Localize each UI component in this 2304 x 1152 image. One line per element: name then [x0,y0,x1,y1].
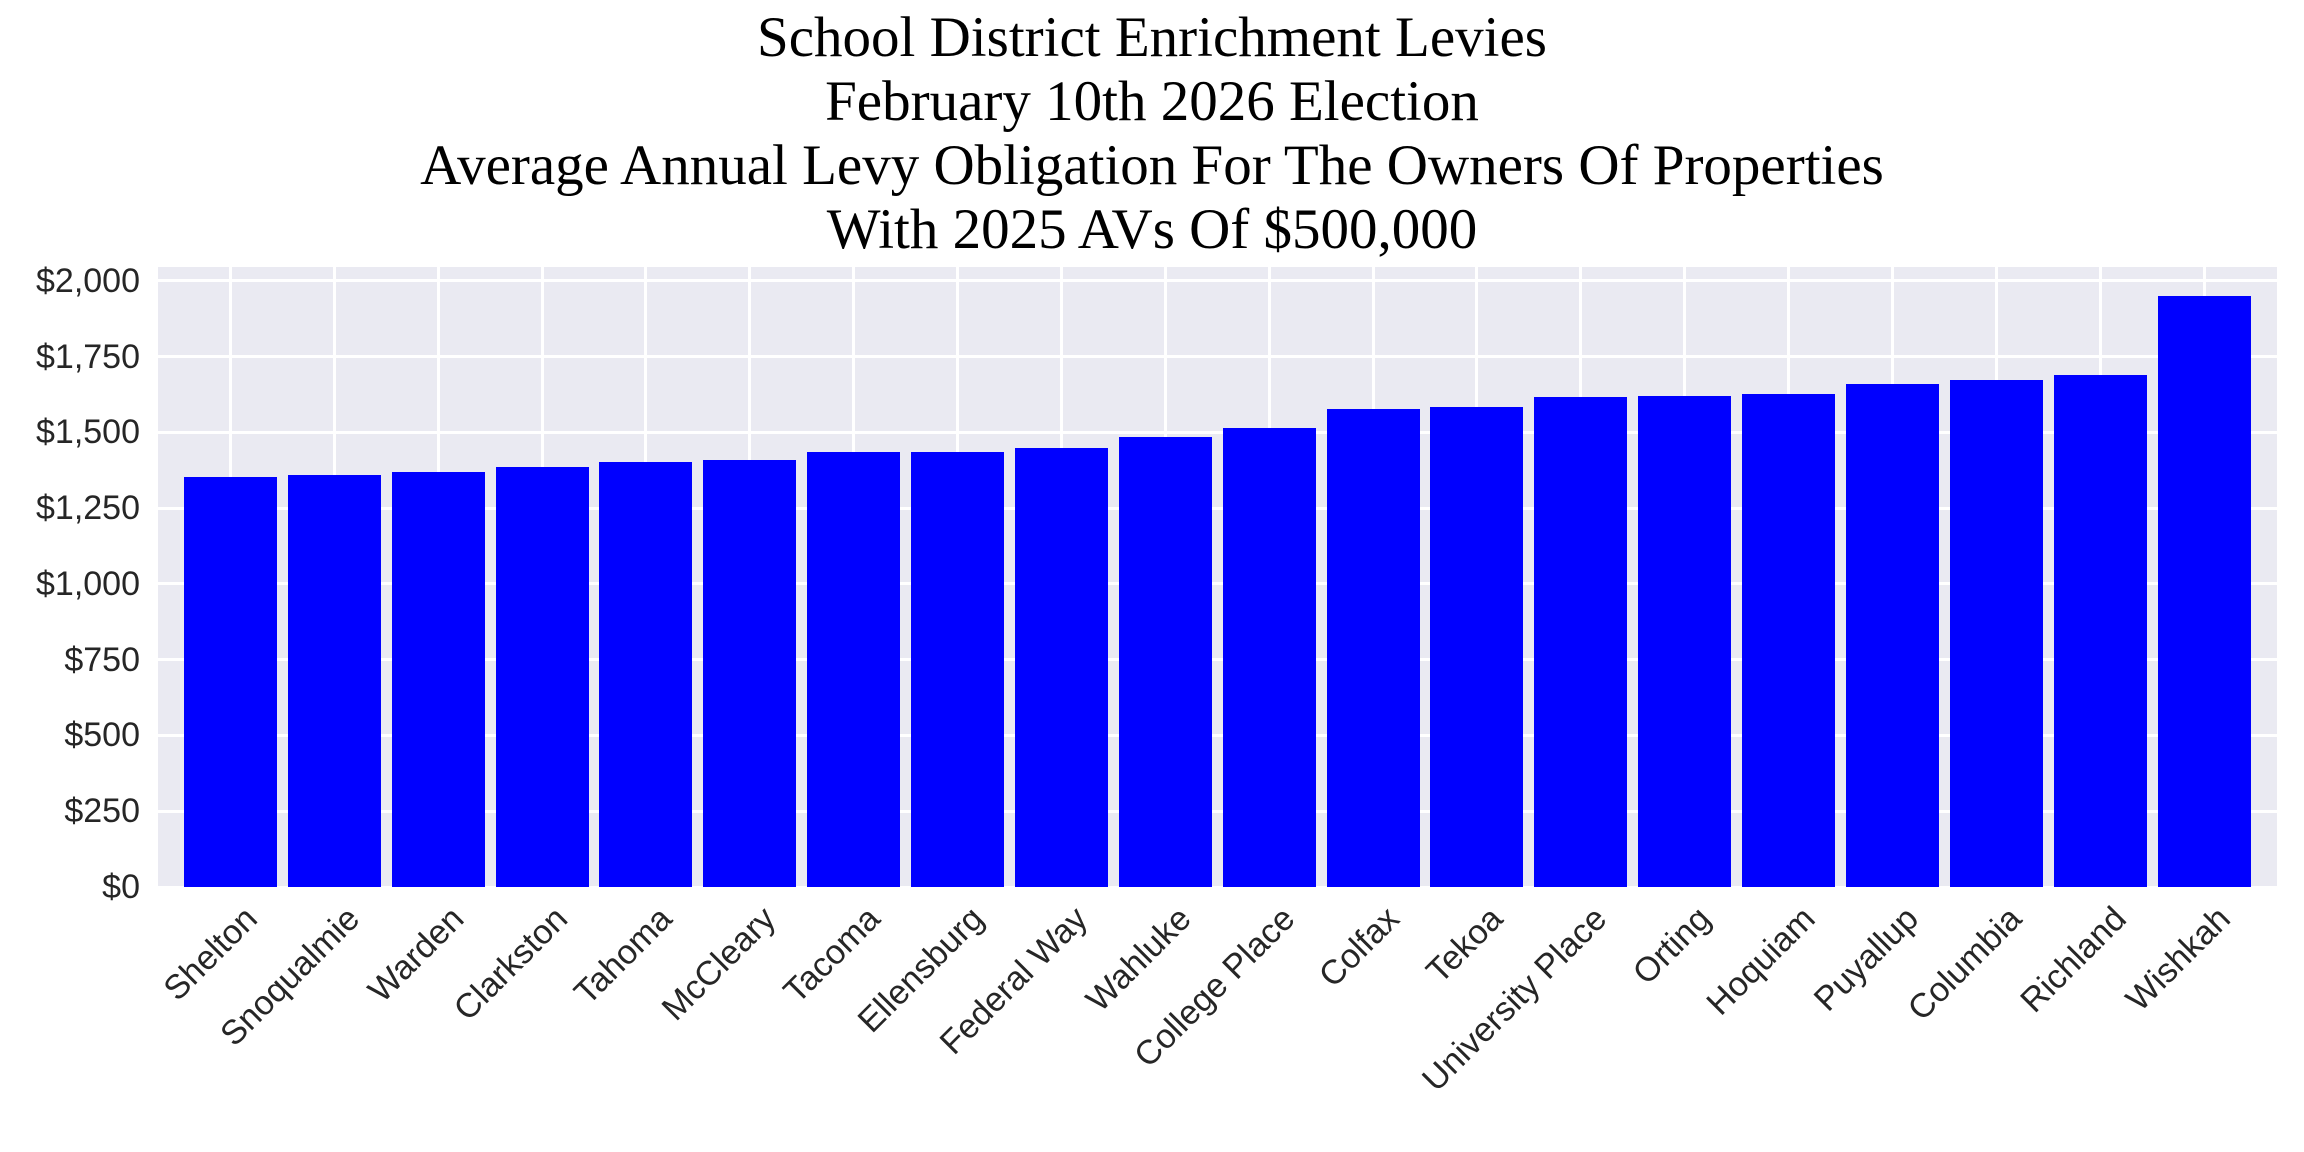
bar-orting [1638,396,1732,887]
h-gridline [158,506,2277,510]
h-gridline [158,658,2277,662]
x-tick-label: Wishkah [2118,899,2238,1019]
x-tick-label: Hoquiam [1698,899,1823,1023]
x-tick-label: Clarkston [446,899,576,1029]
h-gridline [158,582,2277,586]
y-tick-label: $250 [64,792,140,831]
bar-wishkah [2157,296,2251,887]
y-tick-label: $1,500 [36,413,140,452]
bar-wahluke [1118,437,1212,887]
y-tick-label: $0 [102,868,140,906]
bar-warden [391,471,485,887]
x-tick-label: Columbia [1900,899,2030,1029]
h-gridline [158,355,2277,359]
y-tick-label: $1,250 [36,489,140,528]
x-tick-label: McCleary [654,899,783,1028]
bar-tekoa [1430,407,1524,887]
bar-college-place [1222,427,1316,887]
bar-hoquiam [1742,393,1836,887]
bar-snoqualmie [287,474,381,887]
x-tick-label: University Place [1414,899,1615,1099]
bar-university-place [1534,397,1628,887]
bar-ellensburg [911,451,1005,887]
bar-columbia [1949,380,2043,887]
chart-title: School District Enrichment Levies Februa… [0,6,2304,262]
title-line-4: With 2025 AVs Of $500,000 [826,198,1478,261]
bar-federal-way [1014,447,1108,887]
bar-richland [2053,374,2147,887]
plot-area [158,267,2277,889]
y-tick-label: $2,000 [36,261,140,300]
bar-tacoma [807,451,901,887]
title-line-3: Average Annual Levy Obligation For The O… [420,134,1884,197]
y-tick-label: $750 [64,640,140,679]
x-tick-label: Colfax [1311,899,1407,995]
h-gridline [158,279,2277,283]
y-tick-label: $1,000 [36,564,140,603]
y-tick-label: $500 [64,716,140,755]
bar-shelton [184,477,277,887]
h-gridline [158,430,2277,434]
h-gridline [158,733,2277,737]
bar-puyallup [1845,383,1939,887]
bar-mccleary [703,460,797,887]
x-tick-label: Richland [2013,899,2134,1021]
bar-tahoma [599,461,693,887]
x-tick-label: Orting [1625,899,1718,992]
title-line-1: School District Enrichment Levies [757,6,1547,69]
x-tick-label: Tekoa [1419,899,1511,991]
bar-clarkston [495,467,589,887]
title-line-2: February 10th 2026 Election [825,70,1479,133]
h-gridline [158,885,2277,889]
bar-colfax [1326,408,1420,887]
h-gridline [158,809,2277,813]
y-tick-label: $1,750 [36,337,140,376]
